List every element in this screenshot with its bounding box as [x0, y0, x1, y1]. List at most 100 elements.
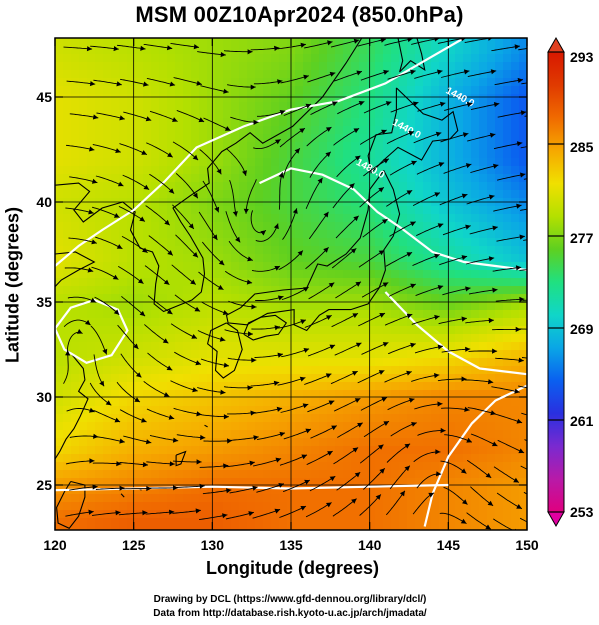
- temperature-cell: [439, 374, 448, 383]
- temperature-cell: [239, 102, 248, 111]
- temperature-cell: [391, 182, 400, 191]
- streamline: [523, 491, 527, 495]
- temperature-cell: [111, 414, 120, 423]
- streamline-arrowhead: [541, 44, 546, 49]
- streamline-arrowhead: [145, 116, 152, 122]
- temperature-cell: [279, 438, 288, 447]
- temperature-cell: [423, 486, 432, 495]
- temperature-cell: [503, 70, 512, 79]
- temperature-cell: [119, 430, 128, 439]
- temperature-cell: [135, 62, 144, 71]
- temperature-cell: [135, 414, 144, 423]
- temperature-cell: [215, 310, 224, 319]
- temperature-cell: [271, 142, 280, 151]
- temperature-cell: [215, 246, 224, 255]
- streamline-arrowhead: [292, 208, 298, 214]
- temperature-cell: [303, 414, 312, 423]
- temperature-cell: [79, 510, 88, 519]
- temperature-cell: [351, 526, 360, 530]
- temperature-cell: [327, 478, 336, 487]
- temperature-cell: [135, 454, 144, 463]
- temperature-cell: [159, 502, 168, 511]
- temperature-cell: [359, 246, 368, 255]
- temperature-cell: [327, 214, 336, 223]
- temperature-cell: [327, 254, 336, 263]
- temperature-cell: [175, 190, 184, 199]
- streamline: [359, 187, 385, 208]
- temperature-cell: [311, 110, 320, 119]
- streamline-arrowhead: [275, 457, 282, 463]
- temperature-cell: [63, 438, 72, 447]
- temperature-cell: [455, 118, 464, 127]
- temperature-cell: [191, 222, 200, 231]
- temperature-cell: [343, 470, 352, 479]
- temperature-cell: [383, 518, 392, 527]
- temperature-cell: [111, 118, 120, 127]
- temperature-cell: [63, 318, 72, 327]
- temperature-cell: [319, 326, 328, 335]
- streamline-arrowhead: [520, 110, 527, 116]
- streamline-arrowhead: [168, 414, 175, 420]
- temperature-cell: [351, 294, 360, 303]
- temperature-cell: [95, 238, 104, 247]
- temperature-cell: [143, 214, 152, 223]
- temperature-cell: [303, 62, 312, 71]
- streamline-arrowhead: [86, 46, 93, 52]
- temperature-cell: [223, 350, 232, 359]
- temperature-cell: [511, 294, 520, 303]
- temperature-cell: [399, 86, 408, 95]
- temperature-cell: [343, 166, 352, 175]
- temperature-cell: [111, 478, 120, 487]
- streamline-arrowhead: [172, 437, 179, 443]
- temperature-cell: [455, 358, 464, 367]
- temperature-cell: [271, 166, 280, 175]
- temperature-cell: [87, 334, 96, 343]
- temperature-cell: [431, 382, 440, 391]
- streamline-arrowhead: [142, 462, 148, 468]
- temperature-cell: [207, 406, 216, 415]
- temperature-cell: [127, 390, 136, 399]
- temperature-cell: [271, 150, 280, 159]
- temperature-cell: [103, 190, 112, 199]
- temperature-cell: [519, 462, 527, 471]
- streamline-arrowhead: [190, 279, 196, 285]
- temperature-cell: [295, 518, 304, 527]
- temperature-cell: [319, 222, 328, 231]
- temperature-cell: [255, 502, 264, 511]
- temperature-cell: [367, 342, 376, 351]
- temperature-cell: [279, 374, 288, 383]
- temperature-cell: [487, 478, 496, 487]
- temperature-cell: [55, 254, 64, 263]
- streamline-arrowhead: [217, 284, 224, 290]
- temperature-cell: [87, 238, 96, 247]
- temperature-cell: [375, 118, 384, 127]
- temperature-cell: [183, 70, 192, 79]
- temperature-cell: [191, 278, 200, 287]
- temperature-cell: [335, 46, 344, 55]
- temperature-cell: [199, 62, 208, 71]
- temperature-cell: [375, 110, 384, 119]
- temperature-cell: [199, 406, 208, 415]
- temperature-cell: [103, 230, 112, 239]
- streamline-arrowhead: [235, 236, 241, 243]
- coastline: [225, 170, 401, 332]
- temperature-cell: [319, 430, 328, 439]
- temperature-cell: [223, 382, 232, 391]
- temperature-cell: [215, 326, 224, 335]
- temperature-cell: [407, 38, 416, 47]
- temperature-cell: [471, 110, 480, 119]
- temperature-cell: [311, 238, 320, 247]
- temperature-cell: [183, 518, 192, 527]
- temperature-cell: [191, 502, 200, 511]
- temperature-cell: [511, 166, 520, 175]
- streamline: [305, 177, 323, 209]
- temperature-cell: [375, 334, 384, 343]
- temperature-cell: [263, 462, 272, 471]
- temperature-cell: [455, 454, 464, 463]
- temperature-cell: [399, 118, 408, 127]
- temperature-cell: [415, 270, 424, 279]
- temperature-cell: [159, 62, 168, 71]
- temperature-cell: [375, 230, 384, 239]
- temperature-cell: [415, 390, 424, 399]
- temperature-cell: [199, 150, 208, 159]
